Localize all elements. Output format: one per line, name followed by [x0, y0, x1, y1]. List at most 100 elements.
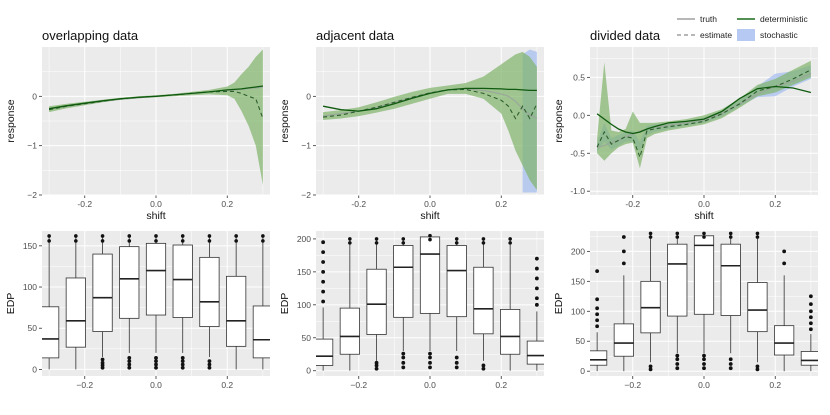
box-body — [667, 243, 688, 317]
box-outlier — [454, 241, 459, 245]
y-tick-label: 0.5 — [573, 72, 585, 82]
x-axis-label: shift — [420, 210, 439, 222]
box — [419, 233, 441, 370]
box-outlier — [154, 365, 158, 370]
y-tick-label: −1 — [27, 141, 37, 151]
box-outlier — [401, 365, 406, 370]
box-outlier — [207, 365, 212, 370]
y-tick-label: −2 — [27, 190, 37, 200]
box-body — [419, 236, 441, 314]
box-outlier — [154, 355, 158, 360]
box-body — [393, 245, 414, 318]
box-outlier — [401, 241, 406, 245]
box-outlier — [534, 302, 539, 307]
box-outlier — [154, 234, 158, 238]
chart-panel-2: -0.2 0.0 0.2 −2 −1 0 adjacent data shift respons… — [279, 28, 544, 222]
box-outlier — [374, 360, 379, 365]
box-body — [252, 305, 270, 359]
box-outlier — [728, 362, 733, 366]
y-tick-label: 0 — [580, 366, 585, 376]
y-tick-label: 0 — [306, 91, 311, 101]
box-outlier — [74, 239, 78, 243]
panel-title: adjacent data — [316, 28, 395, 43]
y-tick-label: 200 — [297, 234, 311, 244]
box-outlier — [321, 250, 326, 254]
plot-area — [42, 234, 270, 370]
x-tick-label: −0.2 — [76, 380, 93, 390]
box — [800, 294, 818, 372]
box-outlier — [675, 353, 680, 358]
box-outlier — [648, 367, 653, 372]
deterministic-line — [596, 85, 812, 135]
box-outlier — [534, 286, 539, 291]
box-outlier — [621, 249, 626, 254]
box-outlier — [595, 297, 600, 302]
box-outlier — [675, 235, 680, 239]
box-body — [800, 351, 818, 366]
box-outlier — [428, 351, 432, 356]
y-tick-label: 50 — [28, 323, 38, 333]
y-tick-label: 100 — [23, 282, 37, 292]
y-tick-label: 200 — [571, 246, 585, 256]
box-outlier — [702, 231, 706, 236]
x-tick-label: -0.2 — [77, 199, 92, 209]
y-tick-label: 0.0 — [573, 110, 585, 120]
box-outlier — [621, 261, 626, 266]
box-outlier — [481, 363, 486, 368]
box-outlier — [321, 279, 326, 284]
box-outlier — [508, 237, 512, 241]
box-outlier — [401, 351, 406, 356]
chart-panel-5: −0.2 0.0 0.2 0 50 100 150 200 EDP — [279, 231, 544, 390]
box — [199, 234, 220, 370]
box-body — [693, 235, 715, 315]
deterministic-band — [597, 60, 811, 169]
box — [500, 237, 521, 371]
box-outlier — [595, 269, 600, 274]
box-outlier — [481, 241, 486, 245]
box — [65, 234, 86, 370]
y-tick-label: 0 — [32, 364, 37, 374]
x-tick-label: 0.2 — [221, 199, 233, 209]
legend-label-truth: truth — [700, 14, 717, 24]
box-outlier — [808, 321, 813, 326]
box-outlier — [481, 237, 486, 241]
box — [119, 234, 140, 370]
x-tick-label: 0.2 — [769, 199, 781, 209]
box-outlier — [782, 249, 787, 254]
box — [774, 249, 795, 372]
box — [92, 234, 113, 370]
box-outlier — [428, 365, 432, 370]
legend-key-stochastic — [737, 29, 755, 41]
box-outlier — [348, 237, 352, 241]
box-body — [473, 266, 494, 335]
box-outlier — [675, 231, 680, 236]
box-outlier — [234, 239, 238, 243]
box-outlier — [534, 256, 539, 261]
box-outlier — [180, 365, 185, 370]
x-tick-label: 0.2 — [769, 380, 781, 390]
box — [473, 237, 494, 371]
box-outlier — [180, 362, 185, 367]
box-body — [42, 306, 60, 359]
box-outlier — [321, 299, 326, 304]
box-body — [720, 243, 741, 316]
box — [446, 237, 467, 370]
box-outlier — [261, 234, 265, 238]
box-outlier — [47, 239, 51, 243]
box-outlier — [702, 366, 706, 371]
box-body — [366, 268, 387, 335]
box-outlier — [508, 241, 512, 245]
box-outlier — [127, 234, 132, 238]
box-body — [500, 309, 521, 355]
box-body — [590, 350, 608, 366]
box-outlier — [454, 360, 459, 365]
box-outlier — [755, 367, 760, 372]
box-body — [613, 323, 634, 357]
box-body — [316, 338, 334, 366]
y-tick-label: 150 — [571, 276, 585, 286]
box-outlier — [755, 235, 760, 239]
box-body — [172, 244, 193, 318]
box-outlier — [648, 364, 653, 369]
box-outlier — [782, 261, 787, 266]
